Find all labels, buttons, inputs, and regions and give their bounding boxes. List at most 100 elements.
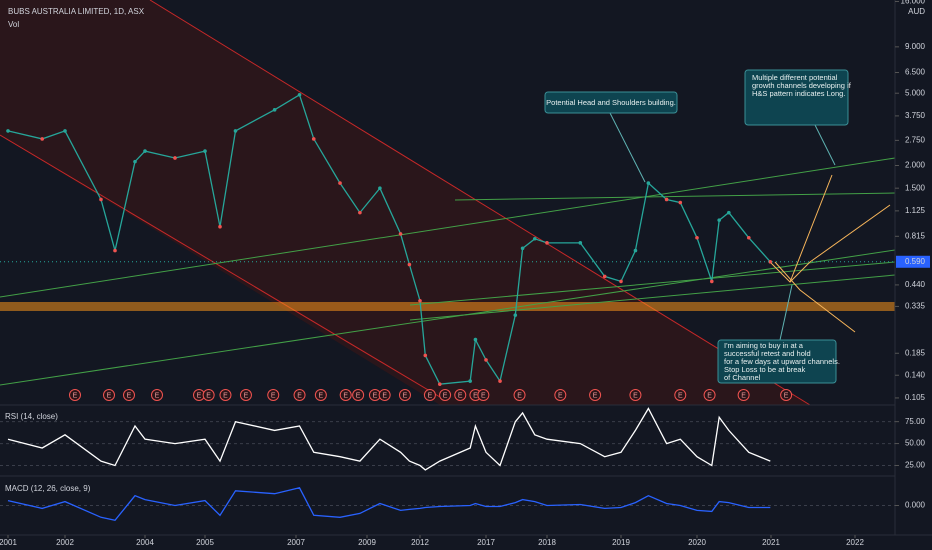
x-tick-label: 2009	[358, 538, 376, 547]
price-point	[768, 259, 773, 264]
price-point	[338, 181, 342, 185]
event-label: E	[443, 392, 448, 399]
event-marker	[703, 389, 716, 401]
callouts: Potential Head and Shoulders building. Mu…	[546, 73, 852, 382]
event-label: E	[155, 392, 160, 399]
callout-box	[544, 91, 678, 114]
x-tick-label: 2001	[0, 538, 17, 547]
y-tick-label: 75.00	[905, 417, 926, 426]
price-point	[513, 313, 518, 317]
event-label: E	[382, 392, 387, 399]
price-point	[203, 149, 207, 153]
event-label: E	[473, 392, 478, 399]
price-point	[133, 159, 137, 164]
price-point	[619, 279, 623, 284]
x-tick-label: 2012	[411, 538, 429, 547]
event-marker	[737, 389, 750, 401]
event-label: E	[633, 392, 638, 399]
price-point	[484, 358, 488, 362]
y-tick-label: 0.815	[905, 231, 926, 240]
macd-line	[7, 487, 771, 522]
callout-text: Stop Loss to be at break	[724, 365, 806, 374]
x-tick-label: 2019	[612, 538, 630, 547]
chart-subtitle: Vol	[8, 20, 19, 29]
price-point	[468, 379, 472, 383]
event-marker	[219, 389, 232, 401]
event-label: E	[707, 392, 712, 399]
y-tick-label: 0.140	[905, 370, 926, 379]
callout-text: growth channels developing if	[752, 81, 852, 90]
event-marker	[439, 389, 452, 401]
price-point	[173, 156, 177, 160]
event-label: E	[319, 392, 324, 399]
callout-pointer	[779, 284, 793, 341]
event-marker	[103, 389, 115, 401]
event-label: E	[356, 392, 361, 399]
y-tick-label: 1.500	[905, 183, 926, 192]
price-point	[113, 248, 117, 253]
event-label: E	[428, 392, 433, 399]
event-label: E	[458, 392, 463, 399]
callout-box	[717, 339, 837, 384]
price-point	[40, 137, 44, 141]
y-tick-label: 50.00	[905, 439, 926, 448]
price-point	[272, 108, 277, 112]
x-tick-label: 2018	[538, 538, 556, 547]
event-marker	[202, 389, 215, 401]
event-marker	[123, 389, 135, 401]
price-point	[358, 210, 362, 215]
currency: AUD	[908, 7, 925, 16]
y-tick-label: 1.125	[905, 206, 926, 215]
price-point	[99, 197, 103, 202]
price-point	[633, 248, 638, 253]
callout-text: successful retest and hold	[724, 349, 811, 358]
y-tick-label: 25.00	[905, 461, 926, 470]
price-point	[578, 241, 583, 245]
projection-arrow	[774, 261, 856, 333]
price-point	[297, 93, 302, 97]
x-tick-label: 2005	[196, 538, 214, 547]
y-tick-label: 3.750	[905, 111, 926, 120]
y-tick-label: 0.185	[905, 348, 926, 357]
x-tick-label: 2021	[762, 538, 780, 547]
event-marker	[513, 389, 526, 401]
price-point	[520, 246, 525, 251]
event-marker	[352, 389, 365, 401]
price-point	[218, 224, 222, 229]
price-point	[407, 262, 412, 267]
event-marker	[423, 389, 436, 401]
price-point	[695, 235, 699, 240]
price-point	[717, 218, 721, 222]
event-marker	[554, 389, 567, 401]
y-tick-label: 0.105	[905, 393, 926, 402]
y-tick-label: 2.000	[905, 161, 926, 170]
event-label: E	[197, 392, 202, 399]
trend-line	[454, 192, 896, 201]
price-point	[6, 129, 10, 133]
price-point	[438, 382, 442, 386]
price-point	[747, 235, 751, 240]
event-label: E	[107, 392, 112, 399]
event-label: E	[343, 392, 348, 399]
channel-line	[0, 134, 446, 401]
price-point	[646, 181, 651, 185]
price-point	[143, 149, 147, 153]
event-marker	[780, 389, 793, 401]
callout-text: Multiple different potential	[752, 73, 838, 82]
price-point	[533, 236, 537, 241]
trend-line	[409, 261, 896, 306]
event-label: E	[373, 392, 378, 399]
callout-text: I'm aiming to buy in at a	[724, 341, 804, 350]
event-label: E	[593, 392, 598, 399]
x-tick-label: 2017	[477, 538, 495, 547]
event-label: E	[271, 392, 276, 399]
x-tick-label: 2004	[136, 538, 154, 547]
y-tick-label: 6.500	[905, 68, 926, 77]
trend-line	[409, 274, 896, 321]
event-marker	[629, 389, 642, 401]
event-marker	[314, 389, 327, 401]
event-label: E	[558, 392, 563, 399]
callout-pointer	[814, 124, 836, 166]
price-point	[418, 298, 422, 303]
